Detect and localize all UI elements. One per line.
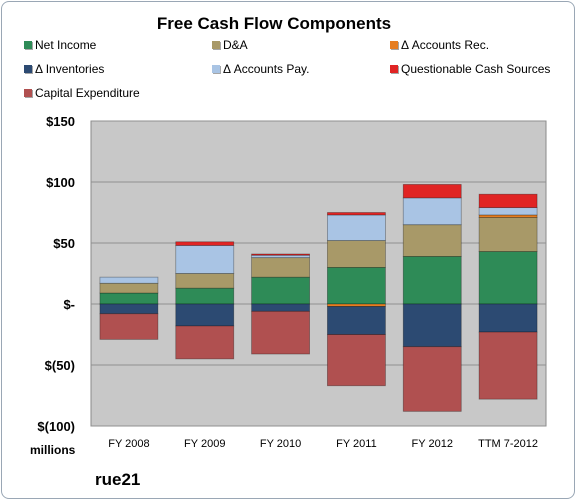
bar-segment — [175, 245, 235, 274]
bar-segment — [327, 266, 386, 305]
bar-segment — [327, 306, 386, 335]
legend-swatch — [24, 89, 32, 97]
bar-segment — [175, 273, 235, 289]
legend-item: Capital Expenditure — [24, 86, 140, 100]
bar-segment — [478, 251, 538, 305]
bar-segment — [478, 331, 538, 400]
bar-segment — [175, 287, 235, 305]
bar-segment — [99, 282, 159, 294]
y-tick-label: $(50) — [45, 358, 75, 373]
x-tick-label: FY 2008 — [108, 438, 149, 450]
bar-segment — [99, 313, 159, 340]
legend-label: Δ Accounts Pay. — [223, 62, 310, 76]
bar-segment — [99, 292, 159, 305]
legend-label: Questionable Cash Sources — [401, 62, 551, 76]
legend-item: Net Income — [24, 38, 96, 52]
bar-segment — [251, 257, 310, 278]
legend-label: Capital Expenditure — [35, 86, 140, 100]
bar-segment — [99, 276, 159, 284]
y-tick-label: $150 — [46, 114, 75, 129]
legend-label: D&A — [223, 38, 248, 52]
legend-item: Δ Inventories — [24, 62, 104, 76]
x-tick-label: FY 2010 — [260, 438, 301, 450]
bar-segment — [99, 303, 159, 315]
x-tick-label: FY 2011 — [336, 438, 377, 450]
bar-segment — [402, 256, 462, 305]
bar-segment — [251, 276, 310, 305]
bar-segment — [251, 253, 310, 256]
bar-segment — [402, 197, 462, 226]
company-name: rue21 — [95, 470, 141, 489]
x-tick-label: FY 2009 — [184, 438, 225, 450]
x-tick-label: FY 2012 — [412, 438, 453, 450]
legend-item: Δ Accounts Rec. — [390, 38, 489, 52]
legend-swatch — [24, 41, 32, 49]
bar-segment — [175, 241, 235, 246]
bar-segment — [251, 310, 310, 355]
legend-swatch — [24, 65, 32, 73]
legend-item: D&A — [212, 38, 248, 52]
bar-segment — [251, 303, 310, 312]
y-tick-label: $- — [63, 297, 75, 312]
legend-swatch — [390, 65, 398, 73]
bar-segment — [478, 216, 538, 252]
bar-segment — [327, 334, 386, 387]
bar-segment — [175, 303, 235, 327]
y-tick-label: $(100) — [37, 419, 75, 434]
bar-segment — [327, 212, 386, 216]
bar-segment — [402, 184, 462, 199]
legend-item: Δ Accounts Pay. — [212, 62, 310, 76]
bar-segment — [175, 325, 235, 360]
legend-label: Net Income — [35, 38, 97, 52]
legend-swatch — [212, 65, 220, 73]
legend-item: Questionable Cash Sources — [390, 62, 550, 76]
x-tick-label: TTM 7-2012 — [478, 438, 538, 450]
units-label: millions — [30, 443, 76, 457]
chart-title: Free Cash Flow Components — [156, 14, 392, 33]
bar-segment — [402, 346, 462, 412]
bar-segment — [478, 207, 538, 216]
y-tick-label: $50 — [53, 236, 75, 251]
legend-label: Δ Accounts Rec. — [401, 38, 490, 52]
bar-segment — [327, 240, 386, 268]
legend-swatch — [212, 41, 220, 49]
bar-segment — [402, 224, 462, 257]
plot-area — [90, 120, 547, 427]
legend-label: Δ Inventories — [35, 62, 105, 76]
bar-segment — [327, 214, 386, 241]
bar-segment — [402, 303, 462, 348]
legend-swatch — [390, 41, 398, 49]
y-tick-label: $100 — [46, 175, 75, 190]
bar-segment — [478, 193, 538, 209]
bar-segment — [478, 303, 538, 333]
